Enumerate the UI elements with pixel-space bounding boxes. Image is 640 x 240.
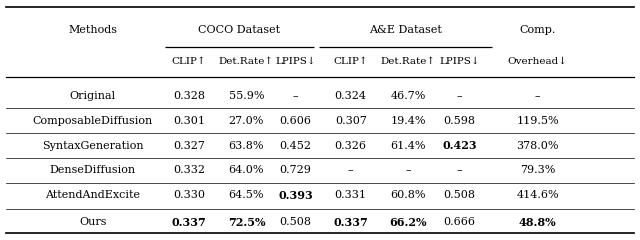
Text: 19.4%: 19.4% <box>390 116 426 126</box>
Text: 0.666: 0.666 <box>444 217 476 227</box>
Text: 0.301: 0.301 <box>173 116 205 126</box>
Text: 0.729: 0.729 <box>280 165 312 175</box>
Text: CLIP↑: CLIP↑ <box>333 57 368 66</box>
Text: Det.Rate↑: Det.Rate↑ <box>381 57 436 66</box>
Text: 0.598: 0.598 <box>444 116 476 126</box>
Text: Ours: Ours <box>79 217 106 227</box>
Text: SyntaxGeneration: SyntaxGeneration <box>42 141 143 151</box>
Text: CLIP↑: CLIP↑ <box>172 57 206 66</box>
Text: LPIPS↓: LPIPS↓ <box>275 57 316 66</box>
Text: A&E Dataset: A&E Dataset <box>369 25 442 35</box>
Text: 48.8%: 48.8% <box>519 216 556 228</box>
Text: 46.7%: 46.7% <box>390 91 426 101</box>
Text: 0.327: 0.327 <box>173 141 205 151</box>
Text: 63.8%: 63.8% <box>228 141 264 151</box>
Text: 72.5%: 72.5% <box>228 216 265 228</box>
Text: 0.606: 0.606 <box>280 116 312 126</box>
Text: Original: Original <box>70 91 116 101</box>
Text: 0.337: 0.337 <box>172 216 206 228</box>
Text: 64.0%: 64.0% <box>228 165 264 175</box>
Text: 0.393: 0.393 <box>278 190 313 201</box>
Text: 0.330: 0.330 <box>173 190 205 200</box>
Text: 64.5%: 64.5% <box>228 190 264 200</box>
Text: –: – <box>457 91 462 101</box>
Text: 378.0%: 378.0% <box>516 141 559 151</box>
Text: 0.326: 0.326 <box>335 141 367 151</box>
Text: 0.423: 0.423 <box>442 140 477 151</box>
Text: 119.5%: 119.5% <box>516 116 559 126</box>
Text: 0.332: 0.332 <box>173 165 205 175</box>
Text: –: – <box>406 165 411 175</box>
Text: 66.2%: 66.2% <box>390 216 427 228</box>
Text: 414.6%: 414.6% <box>516 190 559 200</box>
Text: 0.337: 0.337 <box>333 216 368 228</box>
Text: 60.8%: 60.8% <box>390 190 426 200</box>
Text: ComposableDiffusion: ComposableDiffusion <box>33 116 153 126</box>
Text: DenseDiffusion: DenseDiffusion <box>50 165 136 175</box>
Text: 0.328: 0.328 <box>173 91 205 101</box>
Text: 55.9%: 55.9% <box>228 91 264 101</box>
Text: 79.3%: 79.3% <box>520 165 556 175</box>
Text: 61.4%: 61.4% <box>390 141 426 151</box>
Text: –: – <box>535 91 540 101</box>
Text: Overhead↓: Overhead↓ <box>508 57 568 66</box>
Text: AttendAndExcite: AttendAndExcite <box>45 190 140 200</box>
Text: Det.Rate↑: Det.Rate↑ <box>219 57 274 66</box>
Text: 27.0%: 27.0% <box>228 116 264 126</box>
Text: Comp.: Comp. <box>520 25 556 35</box>
Text: Methods: Methods <box>68 25 117 35</box>
Text: –: – <box>348 165 353 175</box>
Text: 0.452: 0.452 <box>280 141 312 151</box>
Text: 0.508: 0.508 <box>444 190 476 200</box>
Text: –: – <box>457 165 462 175</box>
Text: 0.331: 0.331 <box>335 190 367 200</box>
Text: –: – <box>293 91 298 101</box>
Text: 0.307: 0.307 <box>335 116 367 126</box>
Text: 0.324: 0.324 <box>335 91 367 101</box>
Text: 0.508: 0.508 <box>280 217 312 227</box>
Text: COCO Dataset: COCO Dataset <box>198 25 280 35</box>
Text: LPIPS↓: LPIPS↓ <box>439 57 480 66</box>
